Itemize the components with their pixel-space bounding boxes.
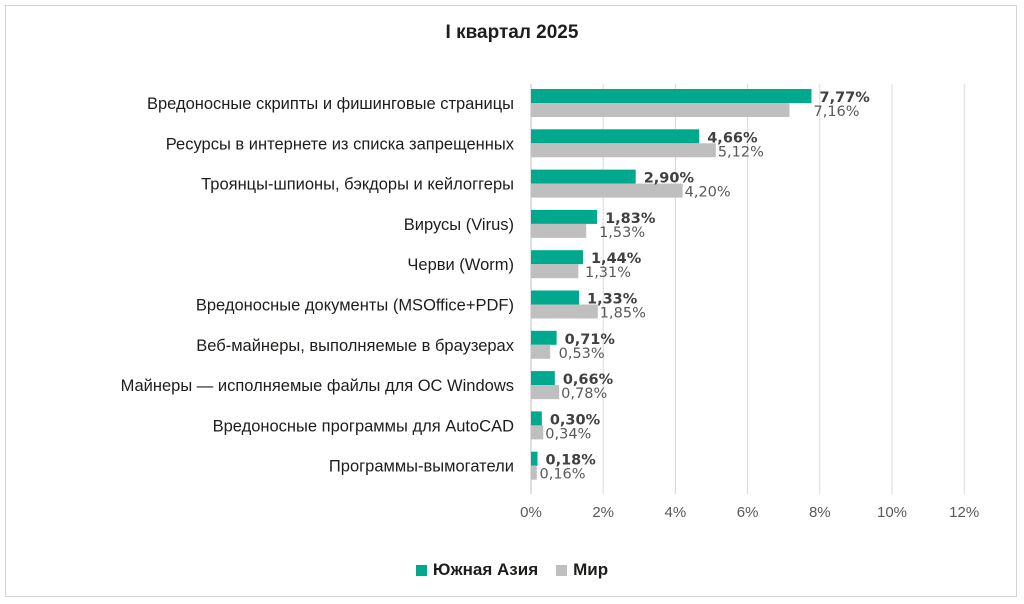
data-label-world: 1,53% xyxy=(599,225,645,241)
data-label-south-asia: 1,33% xyxy=(587,292,638,308)
data-label-world: 1,85% xyxy=(600,306,646,322)
x-tick-label: 12% xyxy=(949,504,979,521)
data-label-south-asia: 2,90% xyxy=(644,171,695,187)
category-label: Черви (Worm) xyxy=(407,256,514,274)
bar-south-asia xyxy=(531,330,557,345)
legend-swatch-south-asia xyxy=(415,564,427,576)
bar-south-asia xyxy=(531,411,542,426)
data-label-world: 1,31% xyxy=(585,265,631,281)
bar-world xyxy=(531,264,579,279)
bar-south-asia xyxy=(531,169,636,184)
category-label: Вредоносные программы для AutoCAD xyxy=(213,417,514,435)
data-label-world: 5,12% xyxy=(718,144,764,160)
data-label-south-asia: 7,77% xyxy=(819,90,870,106)
data-label-south-asia: 1,44% xyxy=(591,251,642,267)
data-label-world: 0,53% xyxy=(559,346,605,362)
data-label-south-asia: 0,66% xyxy=(563,372,614,388)
data-label-world: 0,78% xyxy=(561,386,607,402)
bar-south-asia xyxy=(531,371,555,386)
legend-swatch-world xyxy=(556,564,568,576)
data-label-world: 0,16% xyxy=(539,467,585,483)
bar-world xyxy=(531,304,598,319)
bar-world xyxy=(531,385,560,400)
bar-south-asia xyxy=(531,129,700,144)
bar-south-asia xyxy=(531,250,583,265)
bar-south-asia xyxy=(531,451,538,466)
data-label-world: 4,20% xyxy=(685,185,731,201)
legend: Южная Азия Мир xyxy=(0,560,1024,580)
category-label: Вредоносные документы (MSOffice+PDF) xyxy=(196,297,514,315)
data-label-south-asia: 1,83% xyxy=(605,211,656,227)
legend-label-south-asia: Южная Азия xyxy=(432,560,539,579)
bar-world xyxy=(531,425,544,440)
legend-item-world: Мир xyxy=(556,560,608,580)
legend-item-south-asia: Южная Азия xyxy=(415,560,539,580)
data-label-south-asia: 0,30% xyxy=(550,412,601,428)
x-tick-label: 10% xyxy=(877,504,907,521)
bar-world xyxy=(531,143,716,158)
data-label-south-asia: 0,71% xyxy=(565,332,616,348)
bar-south-asia xyxy=(531,89,812,103)
bar-world xyxy=(531,344,551,359)
category-label: Веб-майнеры, выполняемые в браузерах xyxy=(196,337,514,355)
category-label: Программы-вымогатели xyxy=(329,458,514,476)
bar-world xyxy=(531,183,683,198)
bar-south-asia xyxy=(531,209,598,224)
data-label-south-asia: 0,18% xyxy=(545,453,596,469)
x-tick-label: 2% xyxy=(592,504,614,521)
category-label: Вирусы (Virus) xyxy=(404,216,514,234)
chart-title: I квартал 2025 xyxy=(445,22,579,43)
bar-world xyxy=(531,223,587,238)
x-tick-label: 4% xyxy=(665,504,687,521)
category-label: Ресурсы в интернете из списка запрещенны… xyxy=(166,135,515,153)
bar-world xyxy=(531,103,790,117)
data-label-world: 0,34% xyxy=(545,426,591,442)
legend-label-world: Мир xyxy=(573,560,609,579)
x-tick-label: 0% xyxy=(520,504,542,521)
x-tick-label: 6% xyxy=(737,504,759,521)
category-label: Майнеры — исполняемые файлы для ОС Windo… xyxy=(121,377,514,395)
category-label: Вредоносные скрипты и фишинговые страниц… xyxy=(147,95,514,113)
data-label-world: 7,16% xyxy=(813,104,859,120)
x-tick-label: 8% xyxy=(809,504,831,521)
category-label: Троянцы-шпионы, бэкдоры и кейлоггеры xyxy=(201,176,514,194)
bar-world xyxy=(531,465,537,480)
bar-south-asia xyxy=(531,290,580,305)
data-label-south-asia: 4,66% xyxy=(707,130,758,146)
chart-frame xyxy=(5,5,1017,597)
